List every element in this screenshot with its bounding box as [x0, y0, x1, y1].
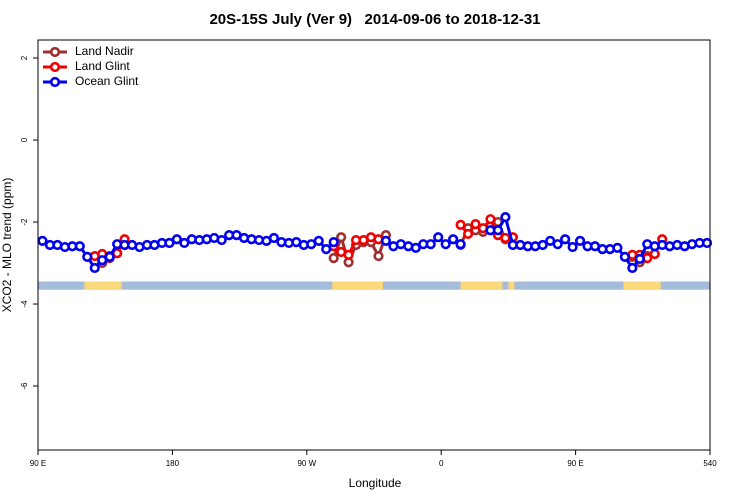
legend-label: Land Nadir	[75, 44, 134, 58]
data-point	[37, 235, 48, 246]
land-band	[84, 281, 122, 290]
data-point	[455, 239, 466, 250]
data-point	[410, 242, 421, 253]
x-tick-label: 0	[439, 459, 444, 468]
data-point	[373, 250, 384, 262]
y-tick-label: 0	[20, 137, 29, 142]
data-point	[485, 214, 496, 225]
y-tick-label: 2	[20, 55, 29, 60]
legend-label: Ocean Glint	[75, 74, 139, 88]
data-point	[321, 244, 332, 255]
data-point	[500, 212, 511, 223]
data-point	[380, 235, 392, 246]
data-point	[634, 253, 645, 265]
data-point	[537, 239, 548, 251]
data-point	[179, 237, 190, 249]
x-tick-label: 180	[166, 459, 180, 468]
data-point	[619, 251, 630, 262]
data-point	[82, 251, 93, 262]
y-tick-label: -6	[20, 382, 29, 390]
data-point	[268, 232, 280, 244]
data-point	[171, 234, 182, 245]
plot-frame	[37, 39, 711, 451]
x-axis-label: Longitude	[349, 476, 402, 490]
data-point	[492, 225, 504, 236]
data-point	[336, 232, 347, 243]
data-point	[425, 239, 436, 250]
data-point	[328, 253, 339, 264]
x-tick-label: 540	[703, 459, 717, 468]
legend-marker	[49, 76, 61, 88]
data-point	[440, 239, 451, 250]
data-point	[89, 262, 100, 274]
data-point	[627, 262, 638, 274]
data-point	[104, 251, 115, 262]
land-band	[332, 281, 383, 290]
data-point	[574, 235, 586, 246]
data-point	[164, 237, 175, 249]
data-point	[560, 234, 571, 245]
land-band	[623, 281, 661, 290]
data-point	[328, 237, 339, 248]
data-point	[701, 237, 713, 249]
legend-marker	[49, 61, 61, 73]
x-tick-label: 90 W	[297, 459, 316, 468]
x-tick-label: 90 E	[30, 459, 46, 468]
land-band	[508, 281, 515, 290]
data-point	[74, 241, 85, 252]
data-point	[455, 219, 466, 231]
data-point	[470, 218, 481, 230]
x-tick-label: 90 E	[567, 459, 583, 468]
data-point	[216, 234, 227, 246]
legend-marker	[49, 46, 61, 58]
data-point	[433, 232, 444, 243]
data-point	[343, 249, 354, 260]
land-band	[460, 281, 503, 290]
data-point	[567, 241, 578, 253]
y-tick-label: -2	[20, 218, 29, 226]
y-axis-label: XCO2 - MLO trend (ppm)	[0, 178, 14, 313]
data-point	[649, 248, 660, 260]
data-point	[448, 234, 459, 245]
data-point	[612, 242, 623, 253]
chart-title: 20S-15S July (Ver 9) 2014-09-06 to 2018-…	[209, 11, 540, 28]
data-point	[552, 239, 563, 250]
y-tick-label: -4	[20, 300, 29, 308]
legend-label: Land Glint	[75, 59, 130, 73]
data-point	[313, 235, 324, 246]
data-point	[462, 228, 474, 240]
